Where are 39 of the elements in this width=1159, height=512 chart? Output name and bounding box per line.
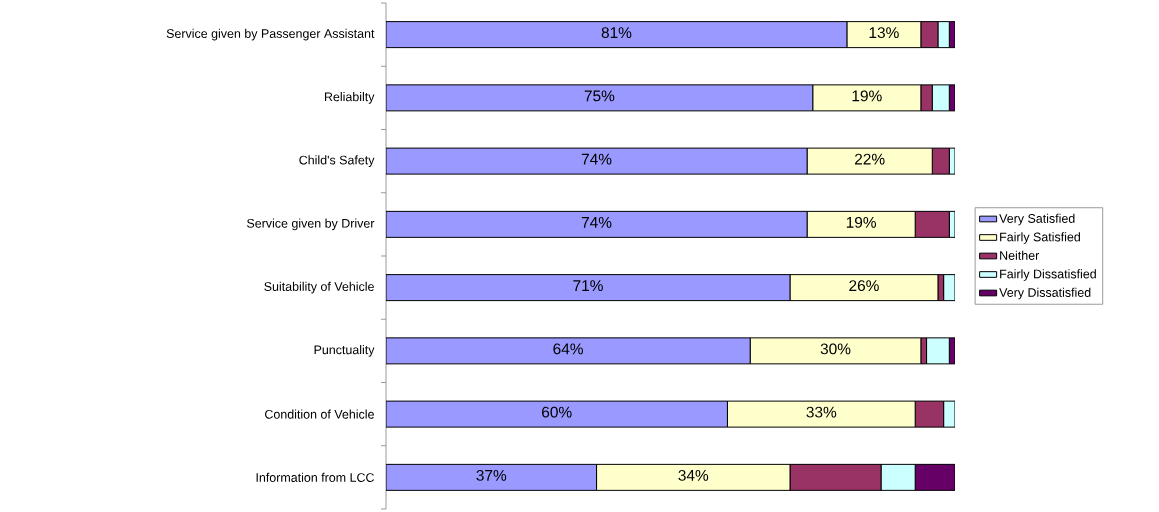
data-label: 26% [849,280,879,292]
bar [386,147,808,175]
data-label: 13% [869,27,899,39]
data-label: 19% [852,90,882,102]
bar [386,274,791,302]
bar [386,84,814,112]
y-tick-label: Suitability of Vehicle [264,281,374,294]
legend-label: Fairly Dissatisfied [1000,269,1096,281]
data-label: 71% [573,280,603,292]
data-label: 30% [820,343,851,355]
data-label: 22% [854,153,885,165]
data-label: 33% [806,406,837,418]
bar [914,463,956,491]
legend-label: Very Dissatisfied [999,287,1091,300]
bar [386,210,808,238]
data-label: 74% [581,153,612,165]
y-tick-label: Reliabilty [324,92,375,104]
bar [880,463,916,491]
bar [386,463,598,491]
bar [386,337,751,365]
legend-label: Neither [1000,250,1040,260]
data-label: 37% [476,469,507,481]
data-label: 19% [846,216,877,228]
data-label: 60% [542,406,572,418]
data-label: 64% [553,343,583,355]
y-tick-label: Condition of Vehicle [265,409,374,419]
y-tick-label: Child's Safety [299,155,375,167]
y-tick-label: Information from LCC [256,472,374,482]
data-label: 74% [581,216,612,228]
bar [386,21,848,49]
data-label: 81% [601,27,632,39]
y-tick-label: Service given by Passenger Assistant [166,28,375,41]
y-tick-label: Punctuality [314,345,375,357]
legend-label: Fairly Satisfied [1000,232,1080,244]
data-label: 75% [584,90,615,102]
legend-label: Very Satisfied [999,213,1075,226]
bar [386,400,728,428]
data-label: 34% [678,469,709,481]
y-tick-label: Service given by Driver [247,218,375,231]
